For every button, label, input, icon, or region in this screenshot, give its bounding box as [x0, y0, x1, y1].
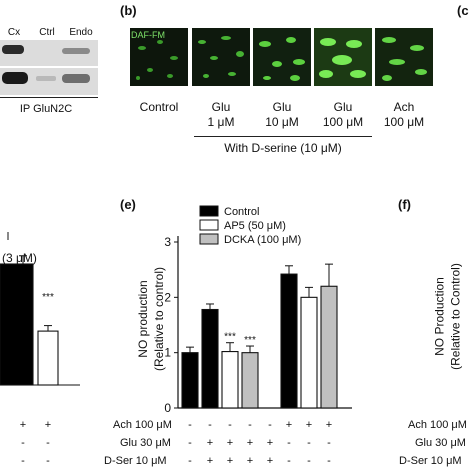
panel-d-bar: [0, 263, 34, 386]
condition-label-1: Control: [139, 100, 179, 114]
bar-ap5: [300, 296, 318, 409]
lane-label-endo: Endo: [69, 27, 93, 38]
condition-label-3: Glu: [272, 100, 292, 114]
treatment-cell: -: [248, 419, 252, 431]
bar-control: [181, 352, 199, 409]
panel-b-letter: (b): [120, 3, 137, 18]
bar-dcka: [320, 285, 338, 409]
bar-ap5: [221, 351, 239, 409]
panel-d-row3-col2: -: [46, 455, 50, 467]
treatment-cell: -: [188, 419, 192, 431]
y-tick-label: 2: [164, 290, 171, 304]
image-ach-100: [375, 28, 433, 86]
row-label-ach: Ach 100 μM: [113, 419, 172, 431]
treatment-cell: -: [188, 455, 192, 467]
panel-d-signif: ***: [42, 292, 54, 303]
treatment-cell: +: [246, 437, 254, 449]
row-label-glu: Glu 30 μM: [120, 437, 171, 449]
y-tick-label: 0: [164, 401, 171, 415]
treatment-cell: +: [206, 455, 214, 467]
treatment-cell: +: [246, 455, 254, 467]
lane-label-ctrl: Ctrl: [39, 27, 55, 38]
condition-label-2: Glu: [211, 100, 231, 114]
panel-e-chart: 0 1 2 3 *** *** Control AP5 (50 μM) DCKA (100 …: [164, 205, 352, 415]
panel-f-ylabel-2: (Relative to Control): [446, 256, 466, 386]
condition-conc-4: 100 μM: [322, 115, 364, 129]
panel-d-bar: [37, 330, 59, 386]
row-label-dser: D-Ser 10 μM: [104, 455, 167, 467]
panel-d-partial-text: (3 μM): [2, 251, 37, 265]
y-tick-label: 1: [164, 346, 171, 360]
panel-f-ylabel-line2: (Relative to Control): [448, 263, 463, 370]
panel-e-letter: (e): [120, 197, 136, 212]
image-glu-100: [314, 28, 372, 86]
ip-bracket: [0, 97, 98, 98]
image-control: [130, 28, 188, 86]
panel-d-row2-col1: -: [21, 437, 25, 449]
panel-f-row-ach: Ach 100 μM: [408, 419, 467, 431]
treatment-cell: -: [228, 419, 232, 431]
treatment-cell: -: [268, 419, 272, 431]
image-glu-10: [253, 28, 311, 86]
legend-label: DCKA (100 μM): [224, 234, 301, 246]
panel-f-row-dser: D-Ser 10 μM: [399, 455, 462, 467]
legend-label: AP5 (50 μM): [224, 220, 286, 232]
legend-swatch: [199, 205, 219, 217]
treatment-cell: -: [188, 437, 192, 449]
ip-label: IP GluN2C: [19, 103, 73, 115]
panel-d-row1-col1: +: [19, 419, 27, 431]
signif-marker: ***: [244, 335, 256, 346]
bar-control: [201, 308, 219, 409]
signif-marker: ***: [224, 332, 236, 343]
condition-conc-5: 100 μM: [383, 115, 425, 129]
condition-label-5: Ach: [393, 100, 415, 114]
dserine-bracket: [194, 136, 372, 137]
image-glu-1: [192, 28, 250, 86]
dserine-label: With D-serine (10 μM): [224, 141, 342, 155]
stain-label: DAF-FM: [131, 30, 165, 40]
treatment-cell: +: [305, 419, 313, 431]
legend-swatch: [199, 233, 219, 245]
treatment-cell: +: [285, 419, 293, 431]
treatment-cell: +: [266, 455, 274, 467]
treatment-cell: -: [327, 437, 331, 449]
treatment-cell: -: [327, 455, 331, 467]
condition-conc-3: 10 μM: [265, 115, 299, 129]
treatment-cell: -: [287, 437, 291, 449]
panel-f-letter: (f): [398, 197, 411, 212]
panel-d-row1-col2: +: [44, 419, 52, 431]
panel-d-row2-col2: -: [46, 437, 50, 449]
treatment-cell: +: [206, 437, 214, 449]
condition-conc-2: 1 μM: [207, 115, 235, 129]
panel-f-row-glu: Glu 30 μM: [415, 437, 466, 449]
bar-control: [280, 273, 298, 409]
treatment-cell: +: [325, 419, 333, 431]
y-axis-label-line2: (Relative to control): [152, 266, 166, 372]
treatment-cell: -: [307, 455, 311, 467]
legend-swatch: [199, 219, 219, 231]
panel-d-chart: [0, 232, 80, 386]
y-axis-title-2: (Relative to control): [148, 266, 170, 386]
panel-d-row3-col1: -: [21, 455, 25, 467]
blot-image: [0, 40, 98, 95]
treatment-cell: -: [208, 419, 212, 431]
legend-label: Control: [224, 206, 259, 218]
y-tick-label: 3: [164, 235, 171, 249]
panel-f-ylabel-line1: NO Production: [432, 277, 447, 356]
panel-c-letter: (c: [457, 3, 469, 18]
lane-label-cx: Cx: [7, 27, 21, 38]
treatment-cell: +: [226, 455, 234, 467]
treatment-cell: -: [307, 437, 311, 449]
bar-dcka: [241, 352, 259, 409]
treatment-cell: +: [226, 437, 234, 449]
treatment-cell: +: [266, 437, 274, 449]
condition-label-4: Glu: [333, 100, 353, 114]
blot-bands: [0, 40, 98, 95]
treatment-cell: -: [287, 455, 291, 467]
